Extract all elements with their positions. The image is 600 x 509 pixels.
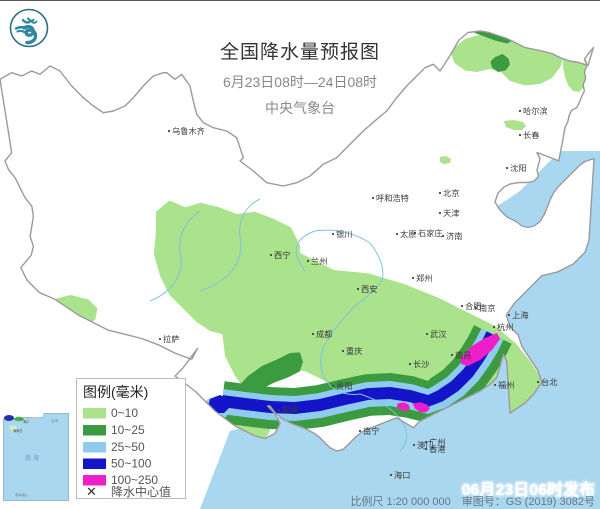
svg-text:0~10: 0~10	[111, 406, 138, 420]
svg-text:海口: 海口	[23, 419, 29, 424]
svg-text:✕: ✕	[86, 484, 97, 499]
svg-text:10~25: 10~25	[111, 423, 145, 437]
svg-text:台湾: 台湾	[51, 418, 58, 423]
svg-text:图例(毫米): 图例(毫米)	[83, 384, 148, 400]
svg-text:南海: 南海	[25, 454, 41, 462]
svg-text:南海诸岛: 南海诸岛	[15, 492, 27, 497]
svg-text:25~50: 25~50	[111, 440, 145, 454]
svg-text:海南岛: 海南岛	[13, 428, 23, 433]
svg-text:50~100: 50~100	[111, 457, 152, 471]
svg-text:降水中心值: 降水中心值	[111, 484, 171, 499]
